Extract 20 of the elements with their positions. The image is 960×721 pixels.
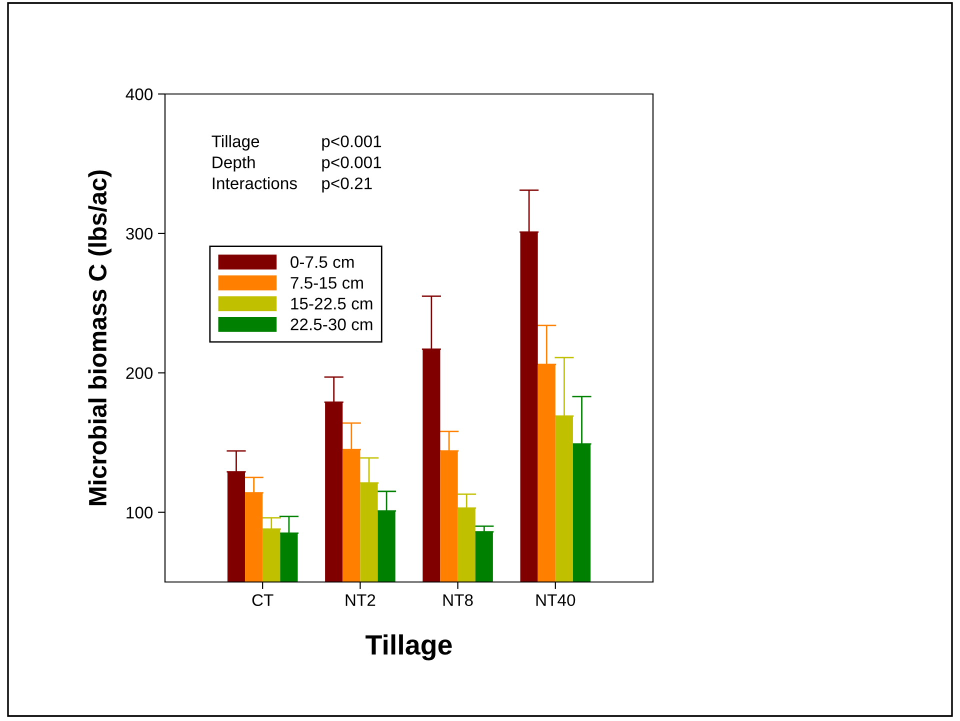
- legend-label: 22.5-30 cm: [290, 318, 372, 330]
- x-axis-title: Tillage: [366, 634, 452, 660]
- x-tick-label: NT2: [346, 594, 376, 606]
- x-tick-label: NT40: [536, 594, 576, 606]
- legend-label: 7.5-15 cm: [290, 277, 363, 289]
- annotation: p<0.001: [322, 156, 382, 172]
- legend-label: 15-22.5 cm: [291, 298, 372, 310]
- y-tick-label: 200: [126, 367, 153, 380]
- annotation: p<0.21: [322, 177, 372, 193]
- annotation: Tillage: [212, 135, 260, 151]
- y-tick-label: 300: [126, 228, 153, 240]
- x-tick-label: CT: [252, 594, 274, 606]
- y-tick-label: 100: [126, 506, 153, 518]
- legend-label: 0-7.5 cm: [290, 256, 354, 268]
- annotation: p<0.001: [322, 135, 382, 151]
- y-axis-title: Microbial biomass C (lbs/ac): [88, 170, 112, 506]
- annotation: Depth: [212, 156, 255, 172]
- x-tick-label: NT8: [443, 594, 473, 606]
- y-tick-label: 400: [126, 88, 153, 100]
- annotation: Interactions: [212, 177, 297, 190]
